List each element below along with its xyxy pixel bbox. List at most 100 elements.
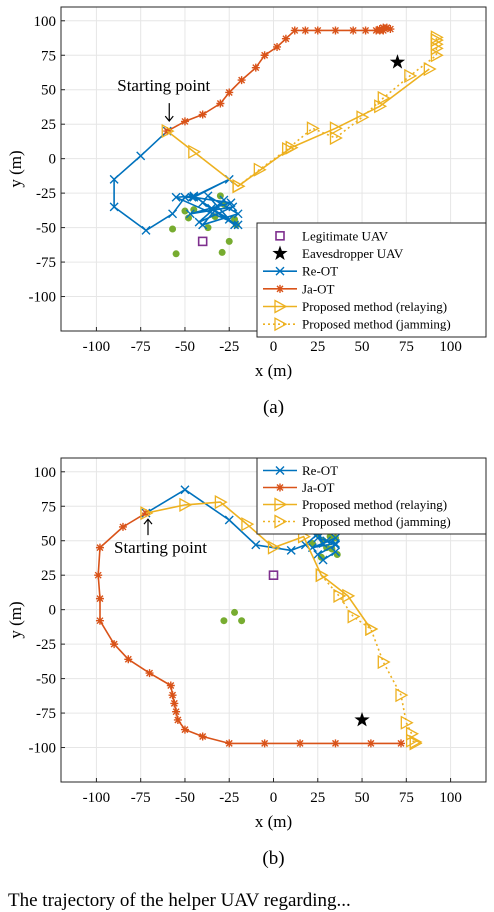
series-line [320, 574, 416, 744]
legend-label: Proposed method (jamming) [302, 317, 451, 332]
x-tick-label: 75 [399, 790, 414, 806]
chart-panel-a: -100 -75 -50 -25 0 25 50 75 100 -100 -75 -50 -25 0 25 5… [6, 6, 487, 418]
x-tick-label: 50 [355, 339, 370, 355]
legend-item: Ja-OT [263, 281, 335, 296]
data-point [95, 594, 104, 603]
data-point [142, 509, 150, 518]
data-point [347, 609, 361, 624]
y-tick-label: -25 [36, 637, 56, 653]
data-point [168, 691, 177, 700]
y-tick-label: 50 [41, 534, 56, 550]
data-point [260, 739, 269, 748]
legend-marker [275, 266, 285, 276]
legend-item: Legitimate UAV [275, 228, 389, 243]
data-point [356, 110, 370, 125]
y-tick-label: -50 [36, 221, 56, 237]
ground-user-point [181, 207, 189, 215]
data-point [260, 51, 269, 60]
panel-caption: (a) [263, 397, 284, 418]
legend-item: Re-OT [263, 463, 338, 478]
data-point [140, 506, 154, 521]
data-point [375, 26, 384, 35]
data-point [173, 715, 182, 724]
data-point [171, 192, 181, 202]
x-tick-label: 0 [270, 790, 278, 806]
data-point [253, 162, 267, 177]
data-point [179, 497, 193, 512]
legend-item: Re-OT [263, 264, 338, 279]
data-point [322, 536, 332, 546]
data-point [251, 63, 260, 72]
data-point [296, 739, 305, 748]
y-axis-label: y (m) [6, 150, 25, 187]
legend-item: Ja-OT [263, 480, 335, 495]
data-point [233, 220, 243, 230]
x-tick-label: 25 [310, 339, 325, 355]
legend-marker [274, 497, 288, 512]
data-point [95, 616, 104, 625]
data-point [124, 655, 133, 664]
x-tick-label: 25 [310, 790, 325, 806]
data-point [198, 198, 208, 208]
data-point [225, 739, 234, 748]
data-point [330, 547, 340, 557]
ground-user-point [204, 224, 212, 232]
legend-label: Proposed method (relaying) [302, 299, 447, 314]
data-point [281, 34, 290, 43]
data-point [349, 26, 358, 35]
data-point [361, 26, 370, 35]
chart-panel-b: -100 -75 -50 -25 0 25 50 75 100 -100 -75 -50 -25 0 25 5… [6, 457, 487, 869]
data-point [225, 88, 234, 97]
data-point [109, 202, 119, 212]
data-point [185, 209, 195, 219]
y-tick-label: 0 [49, 603, 57, 619]
x-tick-label: 0 [270, 339, 278, 355]
data-point [315, 568, 329, 583]
legitimate-uav-marker [268, 570, 279, 580]
legend-label: Eavesdropper UAV [302, 246, 404, 261]
y-tick-label: 75 [41, 499, 56, 515]
legend-marker [275, 231, 285, 241]
data-point [95, 543, 104, 552]
eavesdropper-uav-star [389, 54, 406, 69]
data-point [228, 202, 238, 212]
legitimate-uav-marker [197, 236, 208, 247]
legend-marker [276, 284, 284, 293]
data-point [224, 515, 234, 525]
data-point [219, 195, 229, 205]
data-point [423, 61, 437, 77]
data-point [333, 588, 347, 603]
data-point [395, 688, 409, 703]
legend-item: Proposed method (relaying) [263, 299, 447, 314]
data-point [188, 144, 202, 159]
data-point [404, 68, 418, 84]
data-point [251, 540, 261, 550]
data-point [198, 220, 208, 230]
data-point [382, 23, 391, 32]
data-point [430, 32, 444, 48]
legend-marker [272, 245, 288, 260]
data-point [232, 179, 246, 194]
data-point [290, 26, 299, 35]
x-axis-label: x (m) [255, 361, 292, 380]
legend-item: Proposed method (relaying) [263, 497, 447, 512]
eavesdropper-uav-star [354, 712, 370, 727]
data-point [397, 739, 405, 748]
data-point [166, 681, 175, 690]
data-point [189, 191, 199, 201]
y-tick-label: -25 [36, 186, 56, 202]
legend-marker [275, 466, 285, 475]
x-tick-label: 75 [399, 339, 414, 355]
data-point [430, 48, 444, 63]
data-point [313, 26, 322, 35]
data-point [198, 110, 207, 119]
y-tick-label: 0 [49, 152, 57, 168]
data-point [365, 621, 379, 637]
data-point [189, 192, 199, 202]
data-point [329, 121, 343, 136]
series-ja-ot [94, 509, 405, 748]
legend-item: Proposed method (jamming) [263, 514, 451, 529]
data-point [180, 725, 189, 734]
data-point [214, 495, 228, 510]
y-tick-label: 100 [34, 14, 57, 30]
